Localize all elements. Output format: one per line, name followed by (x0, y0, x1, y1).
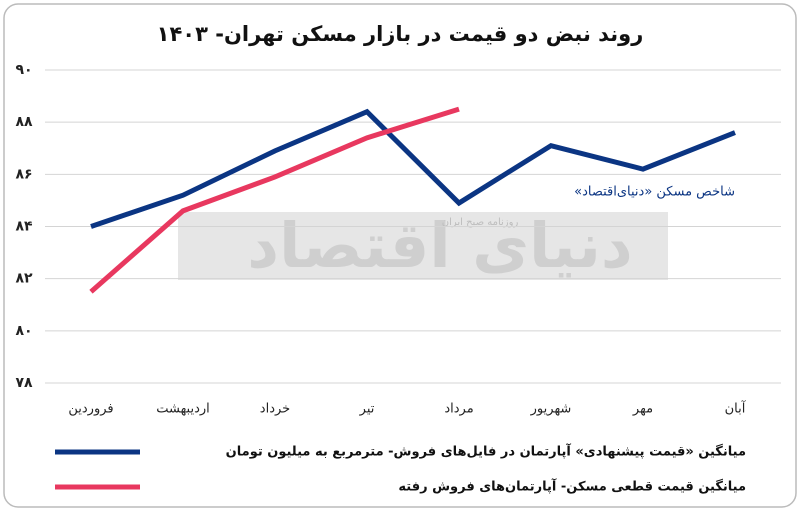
watermark-band (178, 212, 668, 280)
x-tick-label: فروردین (68, 402, 113, 417)
x-tick-label: تیر (359, 402, 375, 417)
x-tick-label: اردیبهشت (156, 402, 210, 417)
y-tick-label: ۸۰ (15, 323, 32, 339)
x-tick-label: آبان (725, 400, 747, 417)
line-series (90, 108, 736, 229)
y-tick-label: ۸۲ (15, 271, 33, 287)
x-tick-label: خرداد (260, 402, 290, 417)
watermark: دنیای اقتصاد (247, 209, 632, 282)
chart-title: روند نبض دو قیمت در بازار مسکن تهران- ۱۴… (157, 22, 644, 46)
x-tick-label: شهریور (530, 402, 572, 417)
y-tick-label: ۸۴ (15, 219, 33, 235)
annotation: شاخص مسکن «دنیای‌اقتصاد» (574, 185, 735, 200)
y-tick-label: ۸۸ (15, 114, 33, 130)
y-tick-label: ۸۶ (15, 166, 32, 182)
y-tick-label: ۹۰ (15, 62, 32, 78)
legend-label: میانگین قیمت قطعی مسکن- آپارتمان‌های فرو… (398, 478, 746, 495)
x-tick-label: مرداد (444, 402, 473, 417)
watermark-sub: روزنامه صبح ایران (442, 217, 519, 228)
legend-label: میانگین «قیمت پیشنهادی» آپارتمان در فایل… (226, 443, 746, 460)
y-tick-label: ۷۸ (15, 375, 33, 391)
x-tick-label: مهر (632, 402, 653, 417)
line-series (89, 106, 460, 294)
